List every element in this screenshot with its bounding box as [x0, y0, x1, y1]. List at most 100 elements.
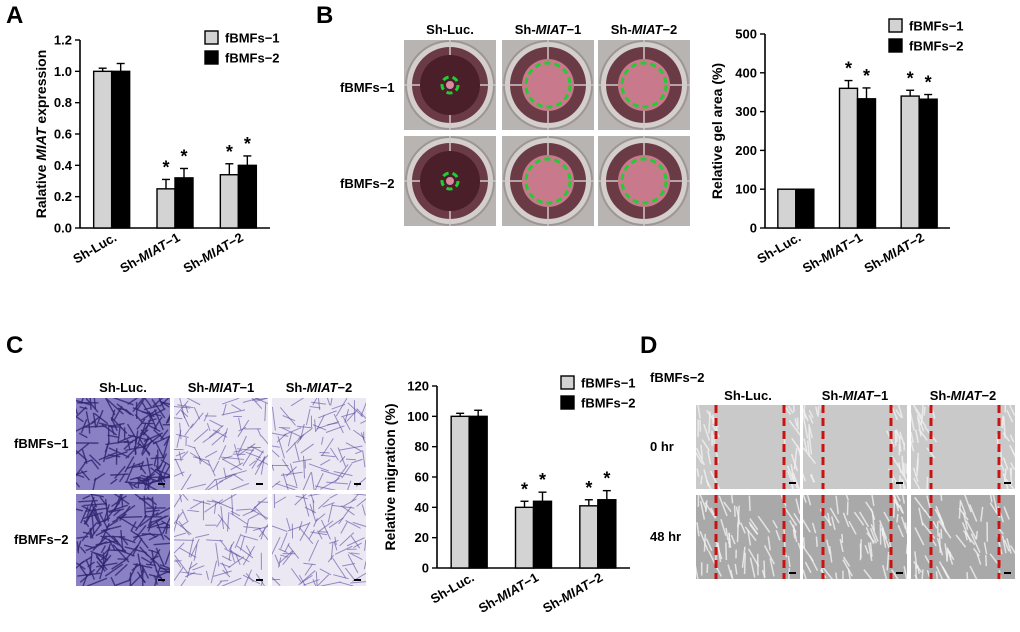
legend-swatch — [888, 18, 903, 33]
legend-label: fBMFs−1 — [225, 31, 280, 46]
bar — [838, 87, 859, 229]
label-part: expression — [33, 50, 49, 128]
label-part: Relative migration (%) — [382, 403, 398, 550]
panel-letter-b: B — [316, 2, 334, 29]
y-tick-label: 200 — [735, 143, 757, 158]
significance-star: * — [539, 470, 546, 490]
bar — [92, 70, 113, 229]
header-part: −2 — [337, 380, 353, 395]
scratch-wound-image — [803, 495, 907, 579]
bar — [219, 174, 240, 229]
chart-a-miat-expression: 0.0 0.2 0.4 0.6 0.8 1.0 1.2 Ralative MIAT expre… — [33, 30, 280, 276]
gel-well-image — [502, 40, 594, 130]
gel-outline — [440, 171, 460, 191]
y-tick-label: 100 — [407, 409, 429, 424]
header-part: Sh-Luc. — [99, 380, 147, 395]
gel-outline — [524, 61, 572, 109]
gel-well-image — [598, 136, 690, 226]
header-part: Sh- — [610, 22, 632, 37]
gel-well-image — [598, 40, 690, 130]
y-axis-label: Relative migration (%) — [382, 403, 398, 550]
header-part: −1 — [873, 388, 889, 403]
significance-star: * — [585, 478, 592, 498]
bar — [532, 500, 553, 569]
header-part: Sh- — [929, 388, 951, 403]
y-tick-label: 0.8 — [54, 95, 72, 110]
column-header: Sh-MIAT−2 — [272, 380, 366, 395]
label-part: Sh-Luc. — [428, 570, 477, 607]
y-tick-label: 20 — [415, 530, 429, 545]
label-part: MIAT — [33, 126, 49, 161]
significance-star: * — [603, 469, 610, 489]
label-part: Relative gel area (%) — [709, 63, 725, 199]
panel-letter-d: D — [640, 332, 658, 359]
y-tick-label: 0 — [750, 221, 757, 236]
column-header: Sh-Luc. — [696, 388, 800, 403]
gel-outline — [620, 61, 668, 109]
scratch-wound-image — [696, 495, 800, 579]
scale-bar — [354, 579, 361, 581]
transwell-image — [272, 398, 366, 490]
y-tick-label: 40 — [415, 500, 429, 515]
significance-star: * — [863, 66, 870, 86]
y-tick-label: 0 — [422, 561, 429, 576]
group-label-d: fBMFs−2 — [650, 370, 705, 385]
scale-bar — [1004, 482, 1011, 484]
header-part: Sh-Luc. — [724, 388, 772, 403]
gel-outline — [620, 157, 668, 205]
label-part: Ralative — [33, 161, 49, 219]
gel-outline — [440, 75, 460, 95]
header-part: MIAT — [631, 22, 663, 37]
gel-outline — [524, 157, 572, 205]
legend-label: fBMFs−1 — [909, 19, 964, 34]
header-part: Sh-Luc. — [426, 22, 474, 37]
panel-letter-c: C — [6, 332, 24, 359]
bar — [237, 164, 258, 229]
legend-swatch — [888, 38, 903, 53]
significance-star: * — [226, 142, 233, 162]
transwell-image — [76, 494, 170, 586]
bar — [777, 188, 797, 229]
chart-b-gel-area: 0 100 200 300 400 500 Relative gel area (%) Sh-… — [709, 18, 964, 276]
bar — [450, 415, 470, 569]
y-tick-label: 0.4 — [54, 158, 73, 173]
row-label: fBMFs−2 — [340, 176, 395, 191]
header-part: MIAT — [306, 380, 338, 395]
scale-bar — [896, 482, 903, 484]
header-part: −2 — [981, 388, 997, 403]
category-label: Sh-Luc. — [70, 230, 119, 267]
bar — [918, 98, 938, 229]
significance-star: * — [925, 73, 932, 93]
header-part: MIAT — [842, 388, 874, 403]
category-label: Sh-MIAT−2 — [540, 570, 605, 616]
significance-star: * — [845, 59, 852, 79]
category-label: Sh-MIAT−2 — [861, 230, 926, 276]
header-part: −2 — [662, 22, 678, 37]
bar — [514, 506, 535, 569]
y-tick-label: 0.0 — [54, 221, 72, 236]
y-tick-label: 60 — [415, 470, 429, 485]
label-part: −1 — [521, 570, 541, 590]
bar — [156, 188, 176, 229]
column-header: Sh-MIAT−1 — [174, 380, 268, 395]
scale-bar — [256, 483, 263, 485]
label-part: −2 — [906, 230, 926, 250]
label-part: Sh-Luc. — [755, 230, 804, 267]
gel-well-image — [404, 40, 496, 130]
label-part: −2 — [225, 230, 245, 250]
scratch-wound-image — [911, 495, 1015, 579]
y-tick-label: 0.6 — [54, 127, 72, 142]
bar — [110, 70, 131, 229]
bar — [597, 499, 617, 569]
header-part: Sh- — [187, 380, 209, 395]
y-tick-label: 100 — [735, 182, 757, 197]
y-tick-label: 500 — [735, 27, 757, 42]
category-label: Sh-MIAT−1 — [476, 570, 541, 616]
label-part: Sh-Luc. — [70, 230, 119, 267]
bar — [900, 95, 920, 229]
scratch-wound-image — [803, 405, 907, 489]
legend-label: fBMFs−2 — [225, 51, 280, 66]
transwell-image — [76, 398, 170, 490]
scale-bar — [354, 483, 361, 485]
chart-c-migration: 0 20 40 60 80 100 120 Relative migration (%) Sh-… — [382, 375, 636, 616]
